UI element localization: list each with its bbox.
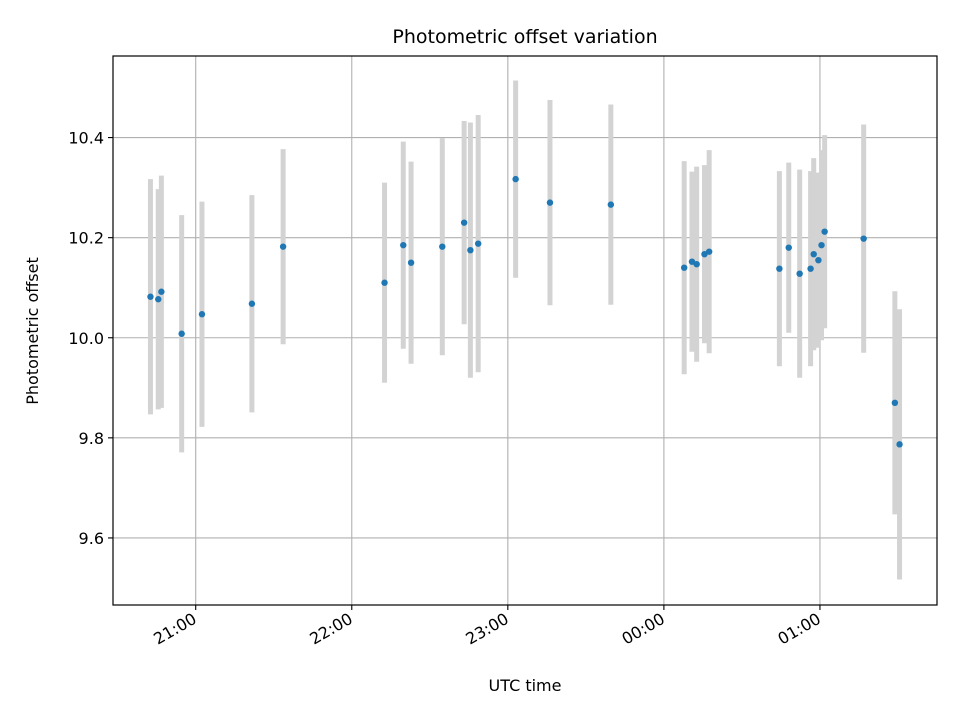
- y-tick-label: 10.4: [68, 129, 104, 148]
- y-tick-label: 10.2: [68, 229, 104, 248]
- data-point: [546, 199, 554, 206]
- data-point: [776, 265, 783, 272]
- data-point: [701, 250, 708, 258]
- data-point: [439, 243, 446, 250]
- data-point: [381, 279, 388, 286]
- x-axis-label: UTC time: [489, 676, 562, 695]
- data-point: [155, 296, 162, 303]
- data-point: [807, 265, 814, 272]
- data-point: [891, 399, 899, 407]
- data-point: [607, 201, 615, 208]
- y-tick-label: 10.0: [68, 329, 104, 348]
- y-tick-label: 9.8: [79, 429, 104, 448]
- data-point: [815, 256, 822, 264]
- data-point: [796, 270, 803, 277]
- y-tick-label: 9.6: [79, 529, 104, 548]
- data-point: [147, 293, 154, 300]
- plot-frame: [112, 55, 938, 606]
- data-point: [407, 259, 415, 266]
- data-point: [198, 311, 206, 318]
- data-point: [248, 300, 256, 307]
- data-point: [693, 260, 700, 268]
- data-point: [279, 243, 287, 250]
- data-point: [810, 250, 817, 258]
- data-point: [680, 264, 688, 271]
- y-axis-label: Photometric offset: [23, 257, 42, 405]
- data-points: [147, 175, 903, 448]
- data-point: [460, 219, 468, 226]
- data-point: [688, 258, 696, 265]
- data-point: [512, 175, 519, 183]
- data-point: [474, 240, 482, 247]
- data-point: [821, 228, 828, 235]
- data-point: [158, 288, 165, 295]
- data-point: [705, 248, 713, 255]
- data-point: [467, 246, 474, 254]
- data-point: [400, 241, 407, 249]
- data-point: [860, 235, 867, 242]
- data-point: [178, 330, 185, 337]
- data-point: [896, 441, 903, 448]
- data-point: [785, 244, 792, 251]
- chart-title: Photometric offset variation: [392, 26, 657, 48]
- data-point: [818, 241, 825, 249]
